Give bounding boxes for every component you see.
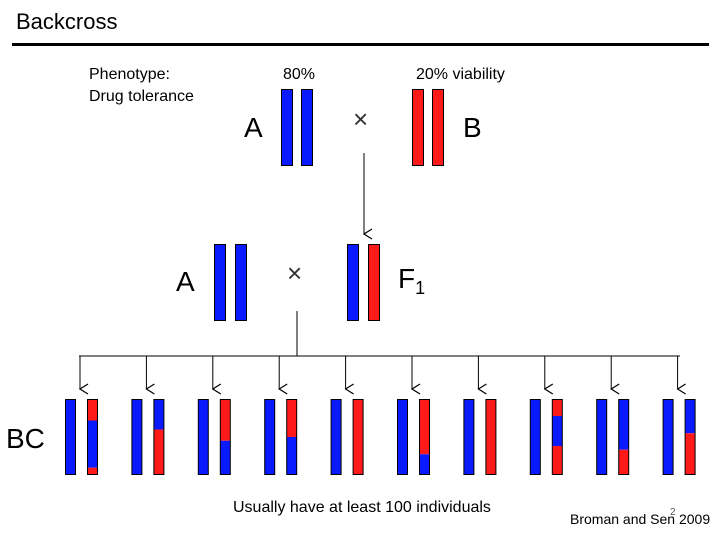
- title-underline: [12, 43, 709, 46]
- parent-b-chromosomes: [412, 89, 444, 166]
- backcross-parent-a-chromosome-2: [235, 244, 247, 321]
- progeny-chromosome-a: [264, 399, 276, 475]
- progeny-chromosome-recombinant: [286, 399, 298, 475]
- strain-b-viability: 20% viability: [416, 66, 505, 83]
- label-f1: F1: [398, 263, 425, 299]
- recombinant-segment: [87, 467, 98, 475]
- recombinant-segment: [220, 440, 231, 475]
- recombinant-segment: [220, 399, 231, 441]
- recombinant-segment: [618, 399, 629, 450]
- progeny-chromosome-recombinant: [219, 399, 231, 475]
- recombinant-segment: [353, 399, 364, 475]
- progeny-chromosome-recombinant: [87, 399, 98, 475]
- progeny-chromosome-recombinant: [551, 399, 563, 475]
- cross-symbol-mid: ×: [287, 258, 303, 288]
- recombinant-segment: [618, 449, 629, 475]
- label-strain-b: B: [463, 112, 482, 143]
- footer-note: Usually have at least 100 individuals: [233, 499, 491, 516]
- progeny-chromosome-a: [529, 399, 541, 475]
- recombinant-segment: [153, 429, 164, 475]
- recombinant-segment: [552, 446, 563, 475]
- slide-title: Backcross: [16, 9, 118, 34]
- recombinant-segment: [419, 454, 430, 475]
- credit: Broman and Sen 2009: [570, 511, 711, 527]
- backcross-progeny: [65, 356, 696, 475]
- recombinant-segment: [685, 433, 696, 475]
- label-backcross: BC: [6, 423, 45, 454]
- progeny-chromosome-a: [330, 399, 342, 475]
- recombinant-segment: [685, 399, 696, 434]
- progeny-chromosome-recombinant: [485, 399, 497, 475]
- phenotype-line-2: Drug tolerance: [89, 88, 194, 105]
- backcross-parent-a-chromosome-1: [214, 244, 226, 321]
- recombinant-segment: [87, 399, 98, 421]
- progeny-chromosome-a: [596, 399, 608, 475]
- label-f1-main: F: [398, 263, 416, 294]
- progeny-chromosome-recombinant: [618, 399, 630, 475]
- progeny-chromosome-a: [662, 399, 674, 475]
- progeny-chromosome-a: [197, 399, 209, 475]
- progeny-chromosome-recombinant: [352, 399, 364, 475]
- recombinant-segment: [419, 399, 430, 455]
- parent-b-chromosome-2: [432, 89, 444, 166]
- label-f1-subscript: 1: [415, 278, 426, 298]
- progeny-chromosome-recombinant: [684, 399, 696, 475]
- progeny-chromosome-recombinant: [153, 399, 165, 475]
- parent-a-chromosomes: [281, 89, 313, 166]
- parent-a-chromosome-1: [281, 89, 293, 166]
- backcross-parent-a-chromosomes: [214, 244, 247, 321]
- strain-a-viability: 80%: [283, 66, 316, 83]
- parent-b-chromosome-1: [412, 89, 424, 166]
- phenotype-label: Phenotype: Drug tolerance: [89, 64, 194, 108]
- progeny-chromosome-a: [131, 399, 143, 475]
- progeny-chromosome-a: [65, 399, 76, 475]
- recombinant-segment: [286, 437, 297, 475]
- label-strain-a-top: A: [244, 112, 263, 143]
- recombinant-segment: [552, 399, 563, 416]
- progeny-chromosome-a: [463, 399, 475, 475]
- recombinant-segment: [87, 420, 98, 468]
- recombinant-segment: [552, 416, 563, 446]
- parent-a-chromosome-2: [301, 89, 313, 166]
- f1-chromosome-b: [368, 244, 380, 321]
- recombinant-segment: [286, 399, 297, 437]
- f1-chromosome-a: [347, 244, 359, 321]
- cross-symbol-top: ×: [353, 104, 369, 134]
- recombinant-segment: [153, 399, 164, 430]
- phenotype-line-1: Phenotype:: [89, 66, 170, 83]
- progeny-chromosome-recombinant: [419, 399, 430, 475]
- page-number: 2: [670, 507, 676, 518]
- f1-chromosomes: [347, 244, 380, 321]
- recombinant-segment: [485, 399, 496, 475]
- progeny-chromosome-a: [397, 399, 408, 475]
- label-strain-a-mid: A: [176, 266, 195, 297]
